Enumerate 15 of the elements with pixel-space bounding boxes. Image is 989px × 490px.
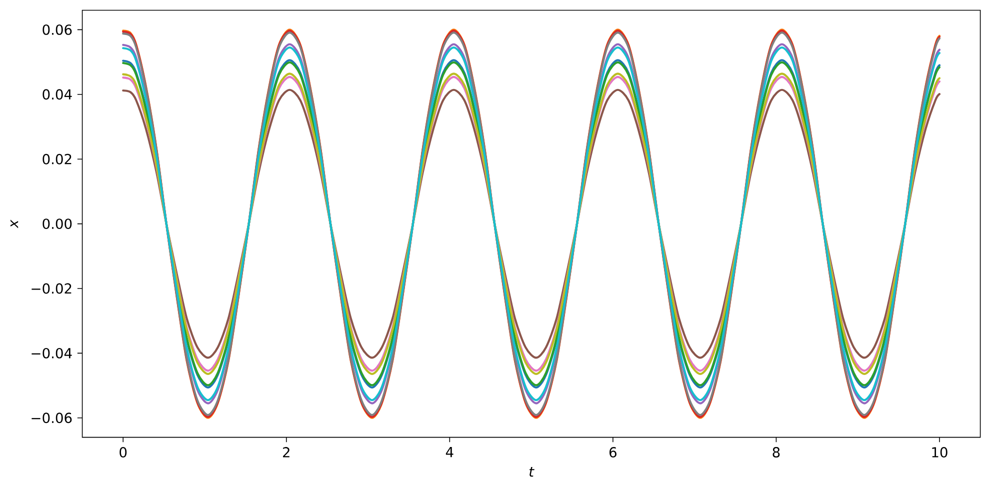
x-tick-label: 8 bbox=[772, 447, 780, 458]
x-tick-label: 2 bbox=[283, 447, 290, 458]
y-tick-label: −0.04 bbox=[32, 348, 72, 358]
x-tick-label: 10 bbox=[932, 447, 948, 458]
x-tick-label: 0 bbox=[120, 447, 127, 458]
x-tick-label: 4 bbox=[446, 447, 454, 458]
y-tick-label: −0.06 bbox=[32, 412, 72, 424]
y-tick-label: −0.02 bbox=[32, 283, 72, 294]
y-tick-label: 0.06 bbox=[42, 24, 72, 35]
x-tick-label: 6 bbox=[610, 447, 616, 458]
y-tick-label: 0.02 bbox=[42, 154, 72, 164]
y-tick-label: 0.04 bbox=[42, 89, 72, 100]
x-axis-title: t bbox=[529, 466, 534, 477]
y-tick-label: 0.00 bbox=[42, 218, 72, 230]
y-axis-title: x bbox=[10, 220, 18, 228]
